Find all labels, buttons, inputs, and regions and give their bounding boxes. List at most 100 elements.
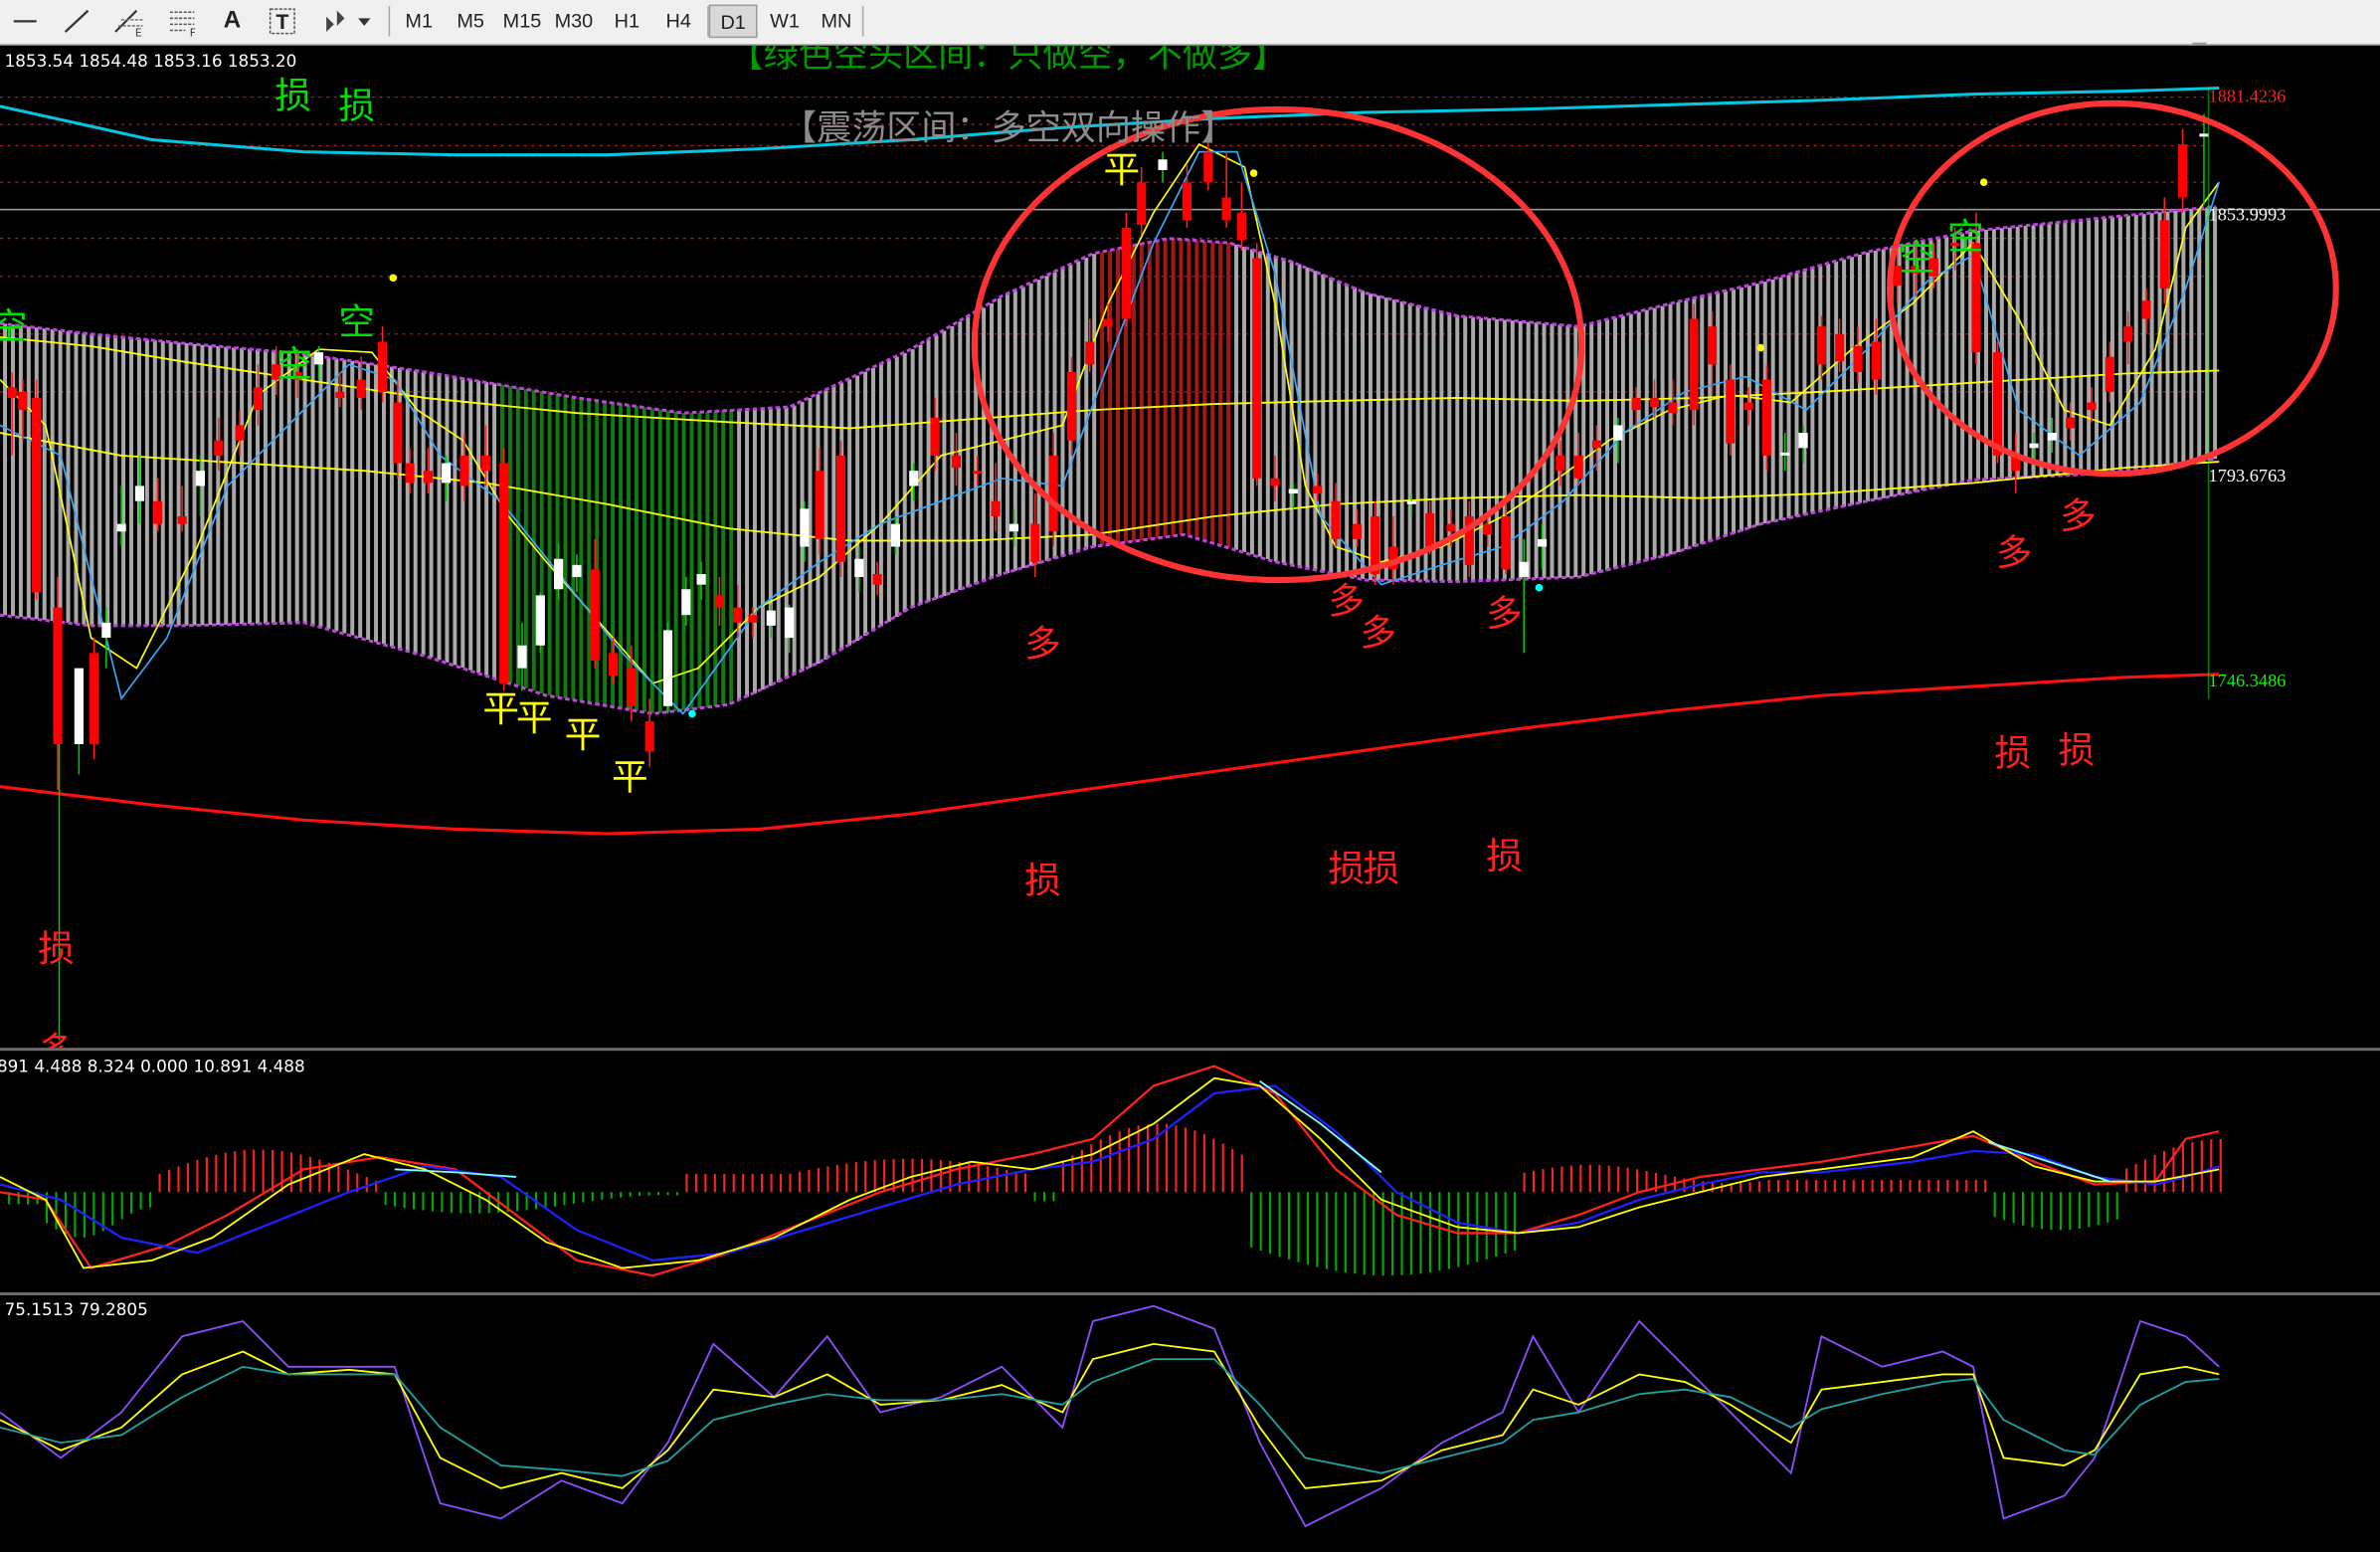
arrow-shapes-icon[interactable] xyxy=(317,5,375,39)
text-label-icon[interactable]: T xyxy=(266,5,299,39)
envelope-bar xyxy=(326,357,331,630)
candle-body xyxy=(1743,402,1753,411)
macd-indicator-pane[interactable]: 891 4.488 8.324 0.000 10.891 4.488 xyxy=(0,1051,2380,1292)
ohlc-readout: 1853.54 1854.48 1853.16 1853.20 xyxy=(4,51,297,72)
envelope-bar xyxy=(192,343,197,626)
tf-d1[interactable]: D1 xyxy=(708,4,758,39)
envelope-bar xyxy=(1226,243,1231,548)
envelope-bar xyxy=(2007,227,2012,479)
text-tool-icon[interactable]: A xyxy=(223,7,242,34)
signal-short: 空 xyxy=(1947,215,1984,259)
tf-mn[interactable]: MN xyxy=(821,9,852,33)
envelope-bar xyxy=(878,364,883,627)
envelope-bar xyxy=(1084,257,1089,550)
envelope-bar xyxy=(1850,257,1855,505)
signal-short: 空 xyxy=(0,296,27,349)
envelope-bar xyxy=(184,343,189,626)
envelope-upper-line xyxy=(0,205,2217,415)
trendline-icon[interactable] xyxy=(58,5,94,39)
envelope-bar xyxy=(405,369,410,652)
envelope-bar xyxy=(918,344,923,605)
envelope-bar xyxy=(595,400,600,704)
envelope-bar xyxy=(381,365,386,645)
candle-body xyxy=(785,607,795,639)
envelope-bar xyxy=(1471,316,1476,582)
candle-body xyxy=(423,471,433,484)
signal-long: 多 xyxy=(38,1021,75,1048)
envelope-bar xyxy=(1100,252,1105,546)
envelope-bar xyxy=(934,335,939,599)
envelope-bar xyxy=(649,408,654,713)
candle-body xyxy=(1573,455,1583,479)
fibonacci-icon[interactable]: E xyxy=(109,5,149,40)
candle-body xyxy=(644,721,654,752)
envelope-bar xyxy=(1242,247,1246,552)
envelope-bar xyxy=(74,331,79,624)
envelope-bar xyxy=(429,372,434,658)
envelope-bar xyxy=(216,346,221,626)
envelope-bar xyxy=(240,348,245,625)
candle-body xyxy=(1992,352,2002,456)
candle-body xyxy=(74,668,84,744)
envelope-bar xyxy=(10,324,15,617)
envelope-bar xyxy=(634,406,639,711)
candle-body xyxy=(214,440,224,456)
pane-divider[interactable] xyxy=(0,1291,2380,1296)
envelope-bar xyxy=(1265,254,1270,560)
envelope-bar xyxy=(547,392,552,696)
candle-body xyxy=(1853,346,1863,372)
candle-body xyxy=(32,397,42,593)
envelope-bar xyxy=(1479,317,1484,581)
candle-body xyxy=(195,471,206,486)
envelope-bar xyxy=(902,352,907,613)
candle-body xyxy=(2047,433,2057,441)
envelope-bar xyxy=(2165,211,2170,466)
banner-green-short-zone: 【绿色空头区间：只做空，不做多】 xyxy=(728,45,1288,77)
fibonacci-channel-icon[interactable]: F xyxy=(164,5,204,40)
tf-w1[interactable]: W1 xyxy=(770,9,800,33)
tf-h1[interactable]: H1 xyxy=(614,9,640,33)
envelope-bar xyxy=(1952,235,1957,485)
tf-m15[interactable]: M15 xyxy=(502,9,542,33)
envelope-bar xyxy=(1620,315,1625,567)
kdj-indicator-pane[interactable]: 75.1513 79.2805 xyxy=(0,1295,2380,1552)
envelope-bar xyxy=(1487,318,1491,581)
candle-body xyxy=(1911,266,1921,274)
candle-body xyxy=(1464,515,1474,565)
tf-m1[interactable]: M1 xyxy=(405,9,434,33)
candle-body xyxy=(1252,258,1262,479)
tf-m5[interactable]: M5 xyxy=(457,9,484,33)
macd-readout: 891 4.488 8.324 0.000 10.891 4.488 xyxy=(0,1057,305,1077)
candle-body xyxy=(1270,478,1280,486)
highlight-circle-left xyxy=(971,105,1585,584)
price-chart-pane[interactable]: 1853.54 1854.48 1853.16 1853.20 【绿色空头区间：… xyxy=(0,45,2380,1049)
candle-body xyxy=(890,523,901,547)
candle-body xyxy=(733,607,743,623)
pane-divider[interactable] xyxy=(0,1048,2380,1052)
envelope-bar xyxy=(1589,323,1594,575)
candle-body xyxy=(1236,212,1246,241)
toolbar-divider xyxy=(388,6,391,37)
candle-body xyxy=(393,402,403,464)
tf-h4[interactable]: H4 xyxy=(665,9,691,33)
candle-body xyxy=(1761,379,1772,456)
candle-body xyxy=(90,653,99,744)
horizontal-line-icon[interactable] xyxy=(6,5,43,39)
envelope-bar xyxy=(579,398,584,701)
envelope-bar xyxy=(1573,325,1578,578)
envelope-bar xyxy=(2149,213,2154,468)
envelope-bar xyxy=(1565,325,1570,578)
tf-m30[interactable]: M30 xyxy=(554,9,594,33)
signal-close: 平 xyxy=(1103,148,1141,192)
kdj-j-line xyxy=(0,1304,2220,1528)
svg-text:E: E xyxy=(135,27,142,39)
price-label-current: 1853.9993 xyxy=(2208,203,2287,225)
envelope-bar xyxy=(531,390,536,691)
envelope-bar xyxy=(2087,219,2092,475)
envelope-bar xyxy=(1834,261,1839,508)
signal-dot xyxy=(1535,583,1544,592)
signal-long: 多 xyxy=(1486,592,1523,636)
envelope-bar xyxy=(1913,243,1918,492)
envelope-bar xyxy=(1194,240,1199,538)
envelope-bar xyxy=(492,383,497,679)
